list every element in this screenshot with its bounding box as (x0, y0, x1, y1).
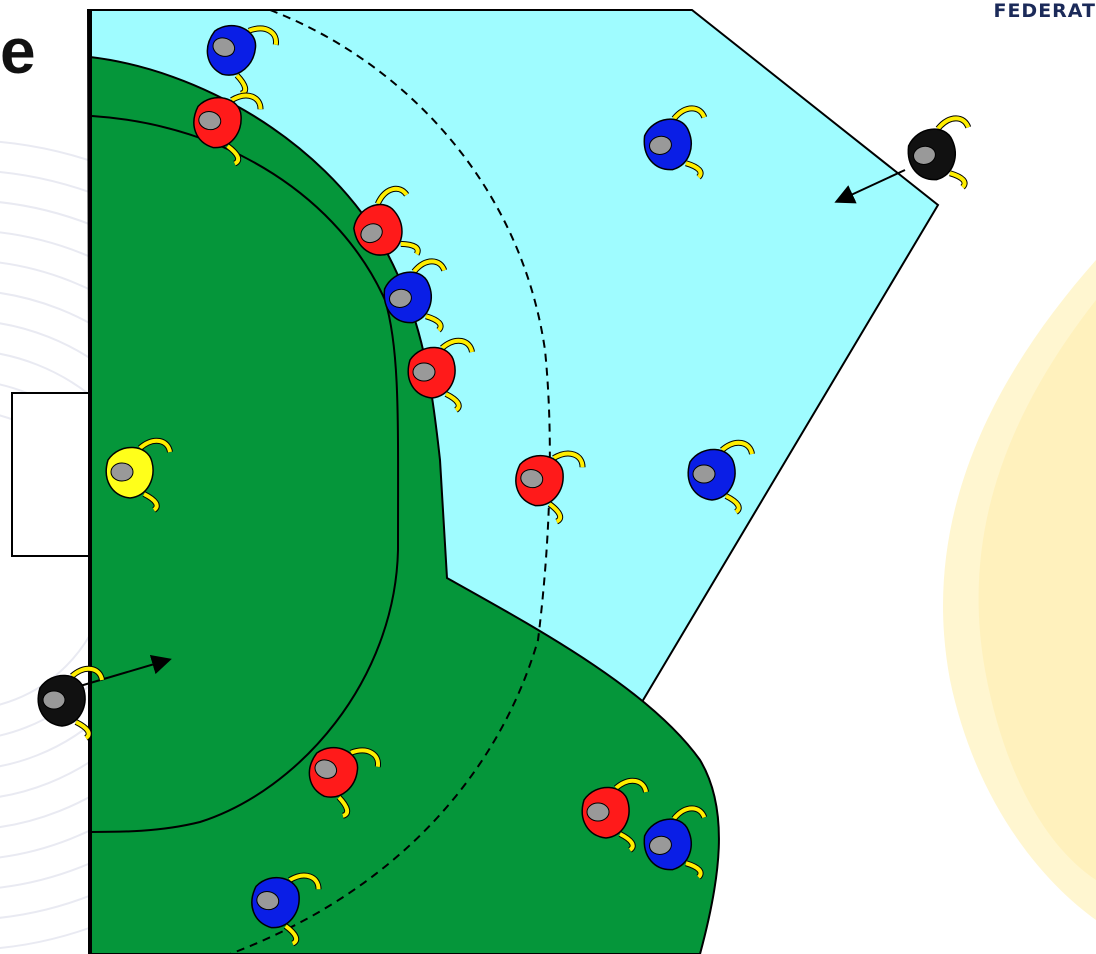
red-player (515, 450, 586, 525)
blue-player (643, 805, 708, 880)
red-player (353, 185, 421, 256)
red-player (308, 746, 381, 819)
federation-logo-text: FEDERAT (993, 0, 1096, 22)
red-player (407, 337, 475, 413)
blue-player (687, 439, 755, 515)
blue-player (383, 258, 448, 333)
red-player (193, 92, 264, 167)
umpire (907, 115, 972, 190)
umpire-arrow (79, 654, 172, 687)
circle-line (91, 115, 400, 833)
slide-title-fragment: e (0, 15, 36, 87)
players-layer (37, 24, 972, 947)
logo-swoosh (943, 260, 1096, 920)
blue-player (251, 872, 322, 947)
blue-player (643, 105, 708, 180)
goalkeeper (105, 437, 173, 513)
umpire-arrow (834, 169, 906, 204)
umpire (37, 665, 105, 741)
red-player (581, 777, 649, 853)
goal (11, 392, 91, 557)
striking-circle (89, 55, 720, 954)
